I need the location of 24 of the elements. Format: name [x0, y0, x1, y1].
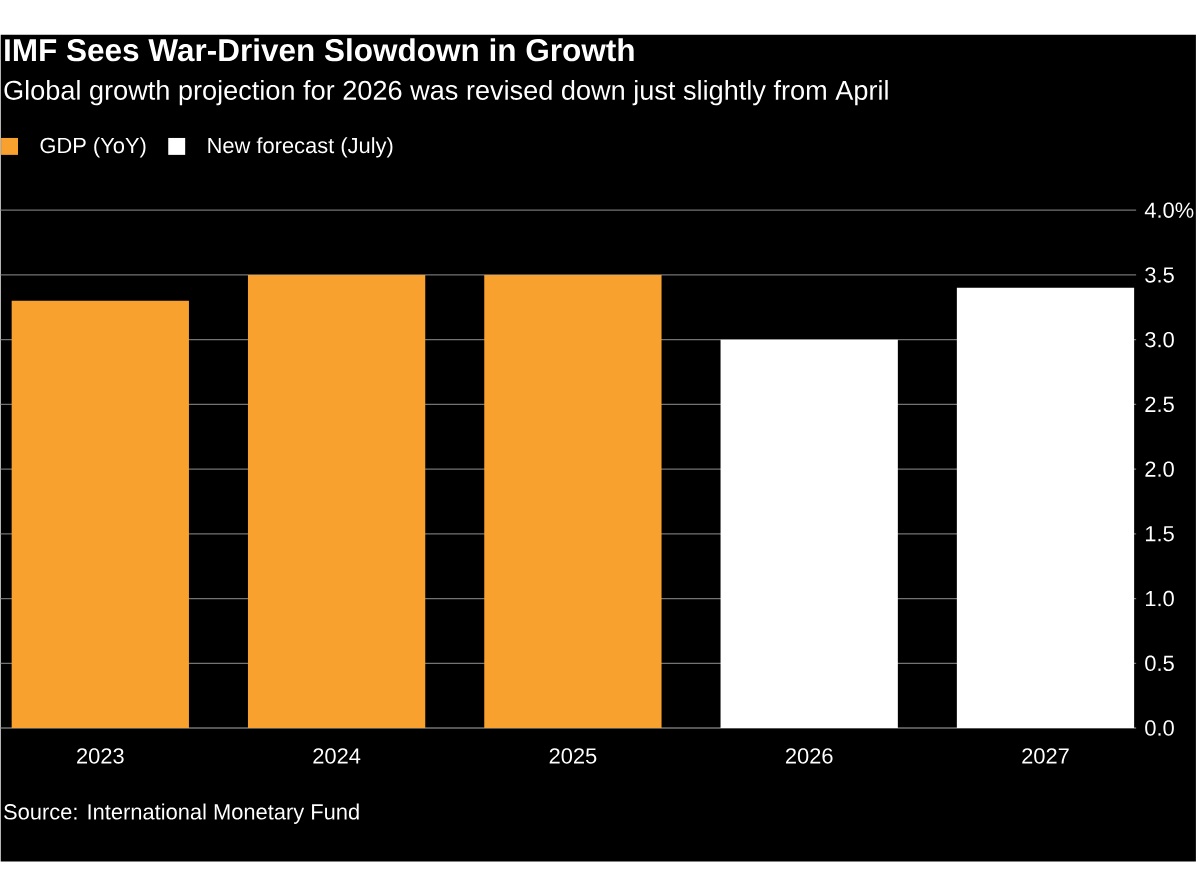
bar: [11, 300, 189, 728]
y-tick-label: 3.0: [1145, 331, 1174, 348]
legend-label: GDP (YoY): [40, 136, 146, 158]
x-tick-label: 2026: [785, 748, 833, 764]
chart-title: IMF Sees War-Driven Slowdown in Growth: [5, 38, 634, 62]
source-note: Source: International Monetary Fund: [4, 803, 359, 824]
y-tick-label: 0.0: [1145, 720, 1174, 736]
y-tick-label: 0.5: [1145, 655, 1174, 671]
y-tick-label: 1.5: [1145, 526, 1174, 542]
x-tick-label: 2023: [77, 748, 124, 764]
bar: [956, 287, 1135, 728]
x-tick-label: 2025: [549, 748, 597, 764]
legend-label: New forecast (July): [208, 136, 393, 158]
bar: [720, 339, 898, 728]
x-tick-label: 2027: [1022, 748, 1069, 764]
y-tick-label: 2.5: [1145, 396, 1174, 412]
chart-subtitle: Global growth projection for 2026 was revised down just slightly from April: [4, 79, 888, 106]
y-tick-label: 3.5: [1145, 266, 1174, 283]
y-tick-label: 1.0: [1145, 590, 1174, 607]
x-tick-label: 2024: [313, 748, 361, 764]
bar: [484, 274, 662, 728]
bar: [247, 274, 426, 728]
y-tick-label: 2.0: [1145, 461, 1174, 477]
y-tick-label: 4.0%: [1144, 202, 1194, 218]
